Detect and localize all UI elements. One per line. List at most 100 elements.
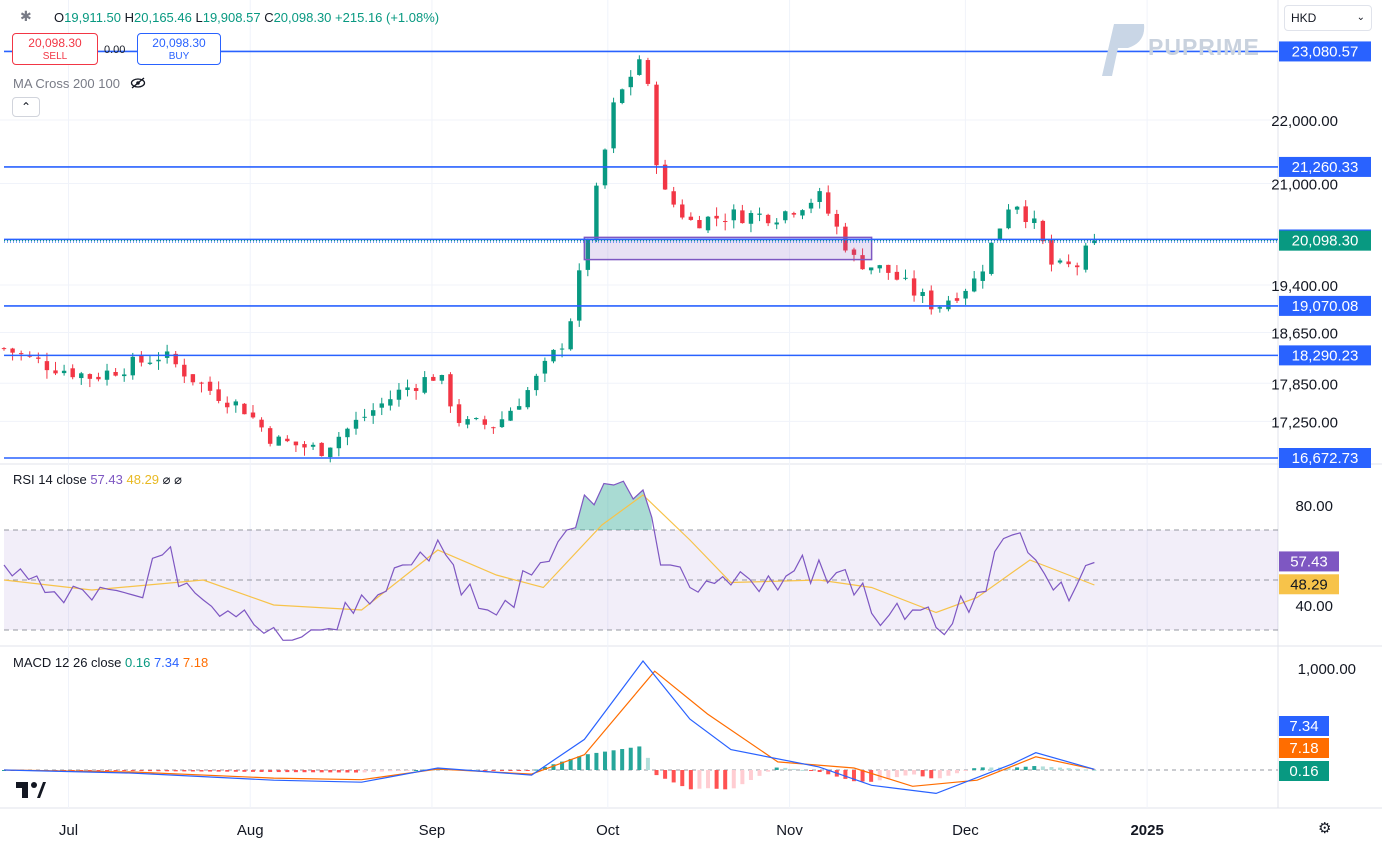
y-tick-label: 17,850.00 [1271,376,1338,393]
candle-body [568,321,573,350]
macd-histogram-bar [783,767,788,770]
macd-y-tick: 1,000.00 [1298,661,1356,678]
macd-histogram-bar [800,769,805,771]
gear-icon[interactable]: ⚙ [1318,820,1332,837]
ma-indicator-label[interactable]: MA Cross 200 100 [13,76,146,91]
macd-label: MACD 12 26 close [13,655,122,670]
rsi-indicator-label[interactable]: RSI 14 close 57.43 48.29 ⌀ ⌀ [13,472,182,488]
rsi-value-tag [1279,551,1339,572]
buy-button[interactable]: 20,098.30 BUY [137,33,221,65]
sell-button[interactable]: 20,098.30 SELL [12,33,98,65]
tradingview-logo-icon[interactable] [16,780,46,804]
macd-histogram-bar [645,757,650,770]
macd-histogram-bar [405,770,410,771]
candle-body [508,410,513,421]
rsi-value: 57.43 [90,472,123,487]
chevron-up-icon[interactable]: ⌃ [12,97,40,117]
eye-off-icon[interactable] [130,77,146,89]
macd-value-tag [1279,761,1329,781]
level-price-tag [1279,41,1371,62]
rsi-y-tick: 80.00 [1295,498,1333,515]
macd-value-tag-label: 0.16 [1289,763,1318,780]
candle-body [1032,218,1037,224]
candle-body [997,228,1003,241]
settings-icon[interactable]: ✱ [20,8,32,24]
candle-body [1092,240,1097,244]
rsi-value-tag-label: 57.43 [1290,553,1328,570]
macd-histogram-bar [105,770,110,771]
macd-indicator-label[interactable]: MACD 12 26 close 0.16 7.34 7.18 [13,655,208,670]
last-price-label: 20,098.30 [1292,233,1359,250]
brand-name: PUPRIME [1148,34,1260,60]
macd-histogram-bar [87,770,92,771]
candle-body [911,278,917,296]
macd-value: 7.34 [153,655,180,670]
level-price-label: 16,672.73 [1292,450,1359,467]
macd-histogram-bar [671,770,676,783]
macd-histogram-bar [542,766,547,770]
macd-histogram-bar [688,770,693,790]
brand-logo [1102,24,1145,76]
macd-histogram-bar [706,770,711,789]
candle-body [285,438,290,442]
empty-icon: ⌀ [162,472,171,487]
macd-histogram-bar [293,770,298,773]
candle-body [971,278,977,292]
macd-histogram-bar [748,770,753,781]
macd-histogram-bar [182,770,187,772]
candle-body [439,375,445,381]
macd-histogram-bar [1040,766,1045,770]
macd-histogram-bar [1083,769,1088,771]
macd-histogram-bar [276,770,281,773]
candle-body [757,213,762,215]
candle-body [199,382,204,384]
macd-histogram-bar [268,770,273,773]
candle-body [1049,239,1054,265]
candle-body [336,436,342,449]
macd-histogram-bar [173,770,178,772]
candle-body [448,374,453,407]
currency-select[interactable]: HKD ⌄ [1284,5,1372,31]
macd-histogram-bar [122,770,127,771]
candle-body [319,442,324,457]
candle-body [1040,220,1046,242]
candle-body [559,348,565,350]
candle-body [705,216,711,231]
macd-histogram-bar [929,770,934,779]
macd-histogram-bar [697,770,702,789]
candle-body [748,213,754,224]
candle-body [396,389,402,400]
y-tick-label: 18,650.00 [1271,326,1338,343]
candle-body [680,204,685,218]
macd-histogram-bar [611,750,616,770]
macd-histogram-bar [980,767,985,770]
candle-body [637,59,642,75]
candle-body [1006,209,1011,229]
candle-body [731,209,736,221]
candle-body [422,377,427,393]
macd-histogram-bar [920,770,925,777]
macd-histogram-bar [225,770,230,772]
macd-histogram-bar [242,770,247,772]
macd-histogram-bar [989,767,994,770]
macd-histogram-bar [886,770,891,779]
signal-value: 7.18 [182,655,209,670]
macd-histogram-bar [894,770,899,778]
macd-histogram-bar [851,770,856,782]
x-tick-label: 2025 [1130,822,1163,839]
candle-body [697,220,702,229]
x-tick-label: Jul [59,822,78,839]
macd-histogram-bar [791,768,796,770]
macd-hist-value: 0.16 [125,655,151,670]
candle-body [937,307,943,309]
rsi-ma-line [3,494,1095,614]
y-tick-label: 17,250.00 [1271,414,1338,431]
candle-body [662,164,668,190]
macd-histogram-bar [963,770,968,771]
candle-body [774,222,779,225]
candle-body [499,419,505,428]
candle-body [1023,206,1028,223]
macd-histogram-bar [843,770,848,779]
candle-body [946,300,951,310]
